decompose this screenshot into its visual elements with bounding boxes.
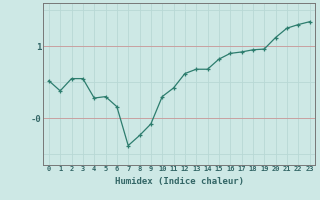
- X-axis label: Humidex (Indice chaleur): Humidex (Indice chaleur): [115, 177, 244, 186]
